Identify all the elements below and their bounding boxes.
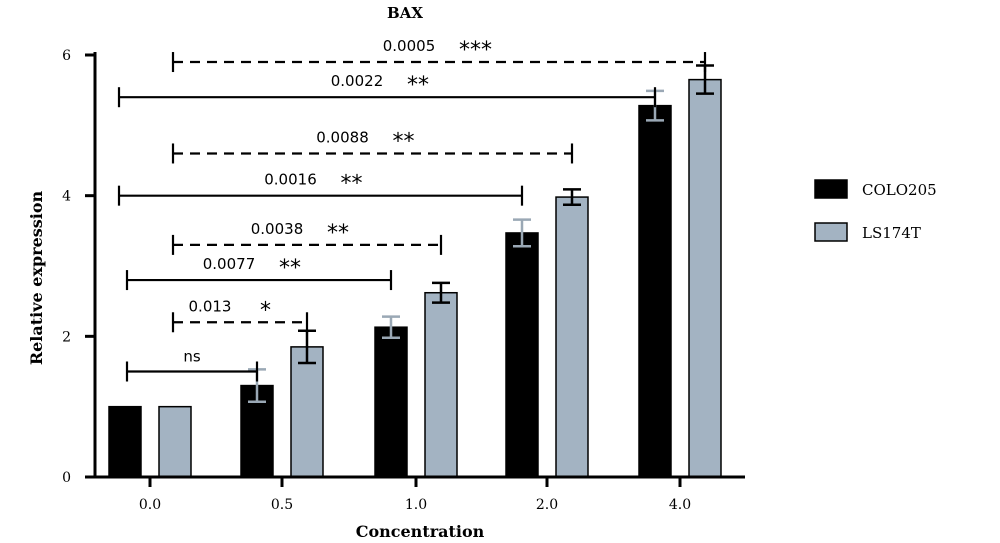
y-axis-title: Relative expression [27,190,46,365]
significance-stars: ** [407,73,429,98]
x-axis-title: Concentration [356,522,485,541]
y-tick-label: 4 [62,189,71,205]
bar [638,104,672,478]
x-tick-label: 0.5 [271,497,293,513]
significance-annotations: 0.0005 ***0.0022 **0.0088 **0.0016 **0.0038 *… [117,37,707,382]
bar [374,326,408,478]
legend-swatch [814,222,848,242]
x-tick-label: 2.0 [536,497,558,513]
p-value-label: 0.013 [189,297,232,315]
significance-stars: ns [183,348,201,366]
x-tick-label: 4.0 [669,497,691,513]
bar [290,346,324,478]
p-value-label: 0.0088 [316,128,369,146]
p-value-label: 0.0022 [331,72,384,90]
significance-stars: ** [279,256,301,281]
bar [108,405,142,478]
bars-group [108,64,722,478]
p-value-label: 0.0016 [264,171,317,189]
bar [555,196,589,478]
p-value-label: 0.0005 [383,37,436,55]
chart-title: BAX [387,4,423,22]
legend: COLO205 LS174T [814,179,937,242]
y-tick-label: 0 [62,470,71,486]
x-tick-label: 0.0 [139,497,161,513]
significance-stars: ** [393,129,415,154]
x-tick-label: 1.0 [405,497,427,513]
significance-stars: * [260,298,271,323]
y-tick-label: 2 [62,329,71,345]
bar [424,291,458,478]
legend-swatch [814,179,848,199]
legend-label: COLO205 [862,181,937,199]
legend-label: LS174T [862,224,921,242]
y-tick-label: 6 [62,48,71,64]
p-value-label: 0.0077 [203,255,256,273]
significance-stars: ** [327,221,349,246]
bar [505,232,539,478]
bar [688,78,722,478]
significance-stars: *** [459,38,492,63]
axes-group: 0 2 4 6 0.0 0.5 1.0 2.0 4.0 [62,48,745,513]
p-value-label: 0.0038 [251,220,304,238]
bar [158,405,192,478]
significance-stars: ** [341,172,363,197]
